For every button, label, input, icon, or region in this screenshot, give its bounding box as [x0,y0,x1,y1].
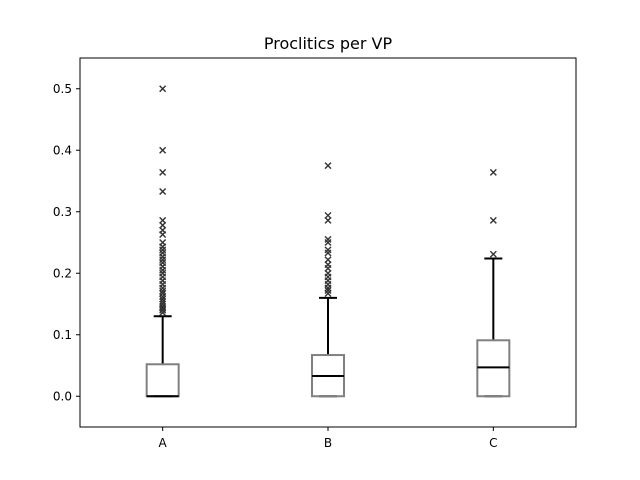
chart-title: Proclitics per VP [264,34,393,53]
outlier-point [489,168,497,176]
plot-area: 0.0 0.1 0.2 0.3 0.4 0.5 A B C [53,57,577,450]
plot-frame [79,57,577,428]
x-tick-label: B [324,436,332,450]
outlier-point [159,306,167,314]
outlier-point [159,146,167,154]
outlier-point [489,216,497,224]
y-tick-label: 0.4 [53,143,72,157]
outlier-point [324,216,332,224]
outlier-point [159,85,167,93]
outlier-point [159,168,167,176]
outlier-point [159,187,167,195]
y-tick-label: 0.5 [53,82,72,96]
x-tick-label: C [489,436,497,450]
outlier-point [324,162,332,170]
outlier-point [324,249,332,257]
y-tick-label: 0.3 [53,205,72,219]
y-tick-label: 0.2 [53,266,72,280]
outlier-point [324,239,332,246]
outlier-point [159,309,167,317]
outlier-point [324,290,332,298]
outlier-point [489,250,497,258]
outlier-point [159,287,167,295]
box-A [145,363,180,398]
outlier-point [324,284,332,292]
x-tick-label: A [159,436,168,450]
y-tick-label: 0.1 [53,328,72,342]
y-tick-label: 0.0 [53,389,72,403]
outlier-point [159,231,167,238]
